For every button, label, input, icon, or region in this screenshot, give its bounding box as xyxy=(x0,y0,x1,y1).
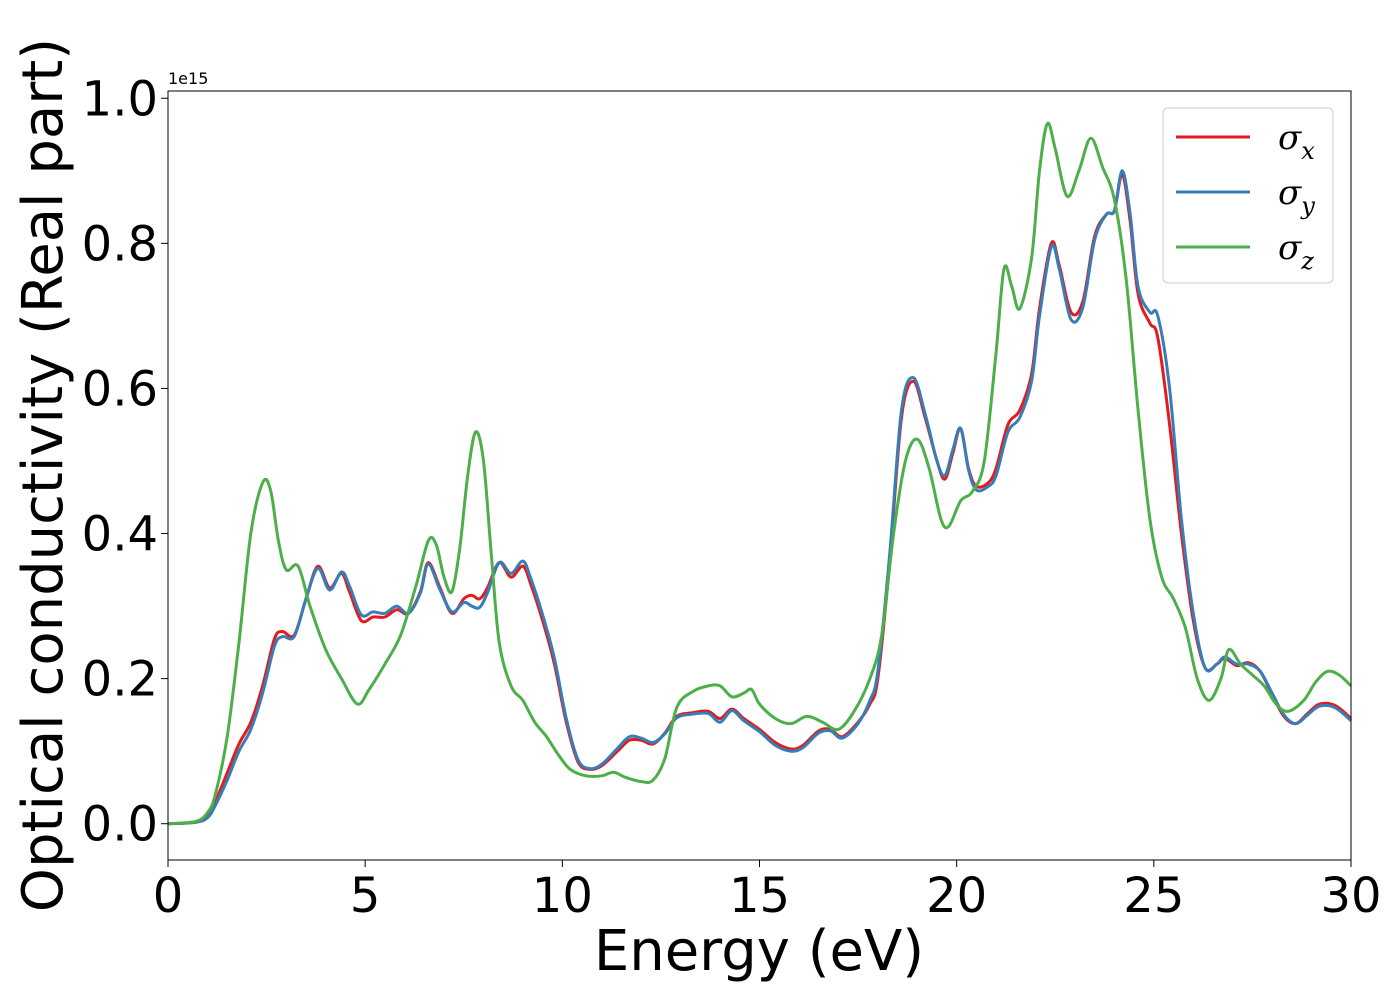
y-axis-label: Optical conductivity (Real part) xyxy=(11,38,76,912)
y-tick-label: 0.8 xyxy=(82,216,158,272)
series-lines xyxy=(167,121,1353,826)
y-axis: 0.0 0.2 0.4 0.6 0.8 1.0 xyxy=(82,71,168,853)
y-offset-label: 1e15 xyxy=(168,69,208,88)
series-line-y xyxy=(167,169,1352,826)
series-line-x xyxy=(167,172,1352,826)
series-line-z xyxy=(167,121,1353,826)
x-tick-label: 15 xyxy=(729,868,790,924)
y-tick-label: 0.4 xyxy=(82,507,158,563)
x-tick-label: 25 xyxy=(1123,868,1184,924)
x-axis-label: Energy (eV) xyxy=(594,919,924,984)
x-tick-label: 30 xyxy=(1320,868,1381,924)
x-tick-label: 10 xyxy=(532,868,593,924)
x-tick-label: 5 xyxy=(350,868,381,924)
y-tick-label: 1.0 xyxy=(82,71,158,127)
x-tick-label: 0 xyxy=(153,868,184,924)
y-tick-label: 0.6 xyxy=(82,361,158,417)
x-axis: 0 5 10 15 20 25 30 xyxy=(153,860,1382,924)
y-tick-label: 0.0 xyxy=(82,797,158,853)
x-tick-label: 20 xyxy=(926,868,987,924)
y-tick-label: 0.2 xyxy=(82,652,158,708)
legend-box xyxy=(1162,107,1334,284)
